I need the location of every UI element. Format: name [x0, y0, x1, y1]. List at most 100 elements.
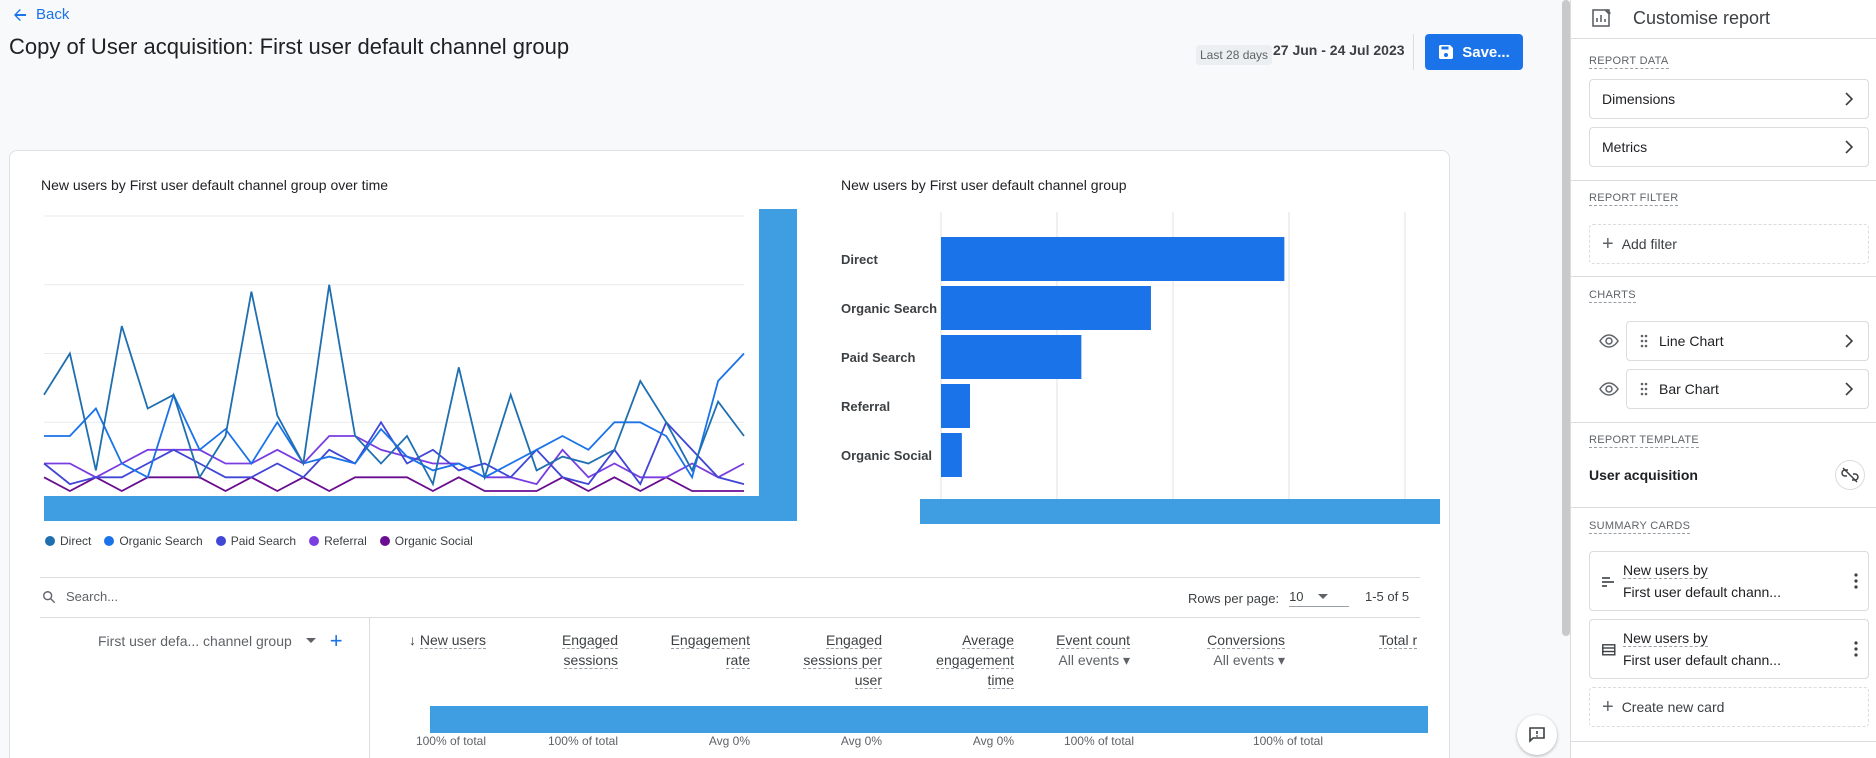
back-label: Back	[36, 6, 70, 23]
date-preset-chip[interactable]: Last 28 days	[1196, 45, 1273, 65]
plus-icon: +	[1602, 696, 1614, 718]
column-header-text: Conversions	[1207, 632, 1285, 649]
chevron-right-icon	[1845, 334, 1854, 348]
metrics-button[interactable]: Metrics	[1589, 127, 1869, 167]
customise-panel: Customise report REPORT DATA Dimensions …	[1570, 0, 1876, 758]
column-header-text: sessions per	[803, 652, 882, 669]
chart-placeholder-bar	[44, 496, 797, 521]
drag-handle-icon[interactable]	[1639, 382, 1649, 396]
summary-card[interactable]: New users by First user default chann...	[1589, 619, 1869, 679]
more-vert-icon[interactable]	[1854, 573, 1858, 589]
column-header[interactable]: Total r	[1379, 630, 1424, 650]
column-header[interactable]: Engaged sessions	[561, 630, 618, 670]
bar-category-label: Organic Social	[841, 448, 932, 463]
summary-card-subtitle: First user default chann...	[1623, 584, 1781, 600]
legend-item[interactable]: Organic Search	[104, 534, 203, 548]
legend-dot	[379, 536, 390, 546]
dimensions-button[interactable]: Dimensions	[1589, 79, 1869, 119]
column-total: 100% of total	[1063, 734, 1134, 748]
back-link[interactable]: Back	[12, 6, 69, 23]
unlink-template-button[interactable]	[1835, 460, 1865, 490]
main-scrollbar[interactable]	[1562, 0, 1570, 636]
table-header-divider	[40, 617, 1420, 618]
summary-card[interactable]: New users by First user default chann...	[1589, 551, 1869, 611]
bar-organic-search[interactable]	[941, 286, 1151, 330]
bar-referral[interactable]	[941, 384, 970, 428]
legend-item[interactable]: Paid Search	[215, 534, 296, 548]
feedback-icon	[1529, 727, 1545, 743]
legend-item[interactable]: Organic Social	[379, 534, 473, 548]
save-icon	[1439, 45, 1454, 59]
table-top-divider	[40, 577, 1420, 578]
save-button[interactable]: Save...	[1425, 34, 1523, 70]
eye-icon[interactable]	[1599, 382, 1619, 396]
date-range[interactable]: 27 Jun - 24 Jul 2023	[1273, 42, 1405, 58]
column-total: 100% of total	[415, 734, 486, 748]
line-chart[interactable]	[32, 208, 802, 523]
column-header[interactable]: Engagement rate	[670, 630, 750, 670]
column-header[interactable]: ↓ New users	[409, 630, 486, 650]
bar-direct[interactable]	[941, 237, 1285, 281]
rows-per-page-select[interactable]: 10	[1289, 589, 1350, 607]
column-header-text: rate	[725, 652, 750, 669]
bar-paid-search[interactable]	[941, 335, 1082, 379]
column-header-text: Engagement	[670, 632, 750, 649]
legend-item[interactable]: Referral	[309, 534, 367, 548]
column-header-text: New users	[419, 632, 486, 649]
panel-divider	[1571, 180, 1876, 181]
series-line-direct	[43, 284, 745, 487]
bar-chart-title: New users by First user default channel …	[841, 177, 1127, 193]
bar-organic-social[interactable]	[941, 433, 962, 477]
create-card-label: Create new card	[1621, 699, 1725, 715]
column-total: 100% of total	[547, 734, 618, 748]
series-line-organic-social	[43, 476, 744, 493]
bar-chart[interactable]: Direct Organic Search Paid Search Referral O…	[836, 200, 1446, 530]
column-header[interactable]: Engaged sessions per user	[803, 630, 882, 690]
eye-icon[interactable]	[1599, 334, 1619, 348]
column-header[interactable]: Average engagement time	[936, 630, 1014, 690]
column-filter-label: All events	[1213, 652, 1275, 668]
legend-label: Organic Social	[394, 534, 473, 548]
more-vert-icon[interactable]	[1854, 641, 1858, 657]
column-header-text: user	[854, 672, 882, 689]
line-chart-title: New users by First user default channel …	[41, 177, 389, 193]
column-header[interactable]: Conversions All events ▾	[1207, 630, 1285, 670]
dropdown-arrow-icon: ▾	[1119, 652, 1130, 668]
plus-icon: +	[1602, 233, 1614, 255]
column-filter-select[interactable]: All events ▾	[1213, 652, 1285, 668]
charts-label: CHARTS	[1589, 289, 1636, 303]
dimension-header[interactable]: First user defa... channel group +	[98, 628, 343, 653]
pagination-label: 1-5 of 5	[1365, 589, 1410, 604]
line-chart-item[interactable]: Line Chart	[1626, 321, 1869, 361]
column-header-text: sessions	[563, 652, 618, 669]
sort-arrow-icon[interactable]: ↓	[408, 632, 420, 648]
column-filter-select[interactable]: All events ▾	[1058, 652, 1130, 668]
column-header-text: Engaged	[825, 632, 882, 649]
column-total: Avg 0%	[972, 734, 1014, 748]
table-placeholder-bar	[430, 706, 1428, 733]
table-search[interactable]: Search...	[42, 589, 118, 604]
header-divider	[1413, 34, 1414, 70]
rows-per-page: Rows per page: 10	[1188, 589, 1350, 607]
create-card-button[interactable]: + Create new card	[1589, 687, 1869, 727]
add-dimension-icon[interactable]: +	[329, 628, 343, 653]
legend-item[interactable]: Direct	[45, 534, 91, 548]
table-summary-icon	[1602, 644, 1616, 656]
feedback-button[interactable]	[1517, 715, 1557, 755]
column-header-text: Engaged	[561, 632, 618, 649]
legend-dot	[45, 536, 55, 546]
drag-handle-icon[interactable]	[1639, 334, 1649, 348]
column-header[interactable]: Event count All events ▾	[1056, 630, 1130, 670]
legend-dot	[104, 536, 115, 546]
unlink-icon	[1841, 467, 1859, 483]
bar-category-label: Organic Search	[841, 301, 937, 316]
legend-label: Organic Search	[119, 534, 203, 548]
column-header-text: Average	[962, 632, 1014, 649]
add-filter-button[interactable]: + Add filter	[1589, 224, 1869, 264]
chevron-right-icon	[1845, 92, 1854, 106]
bar-chart-item[interactable]: Bar Chart	[1626, 369, 1869, 409]
dropdown-arrow-icon	[1317, 593, 1328, 599]
search-placeholder: Search...	[66, 589, 119, 604]
panel-divider	[1571, 741, 1876, 742]
chart-placeholder-bar	[920, 499, 1440, 524]
